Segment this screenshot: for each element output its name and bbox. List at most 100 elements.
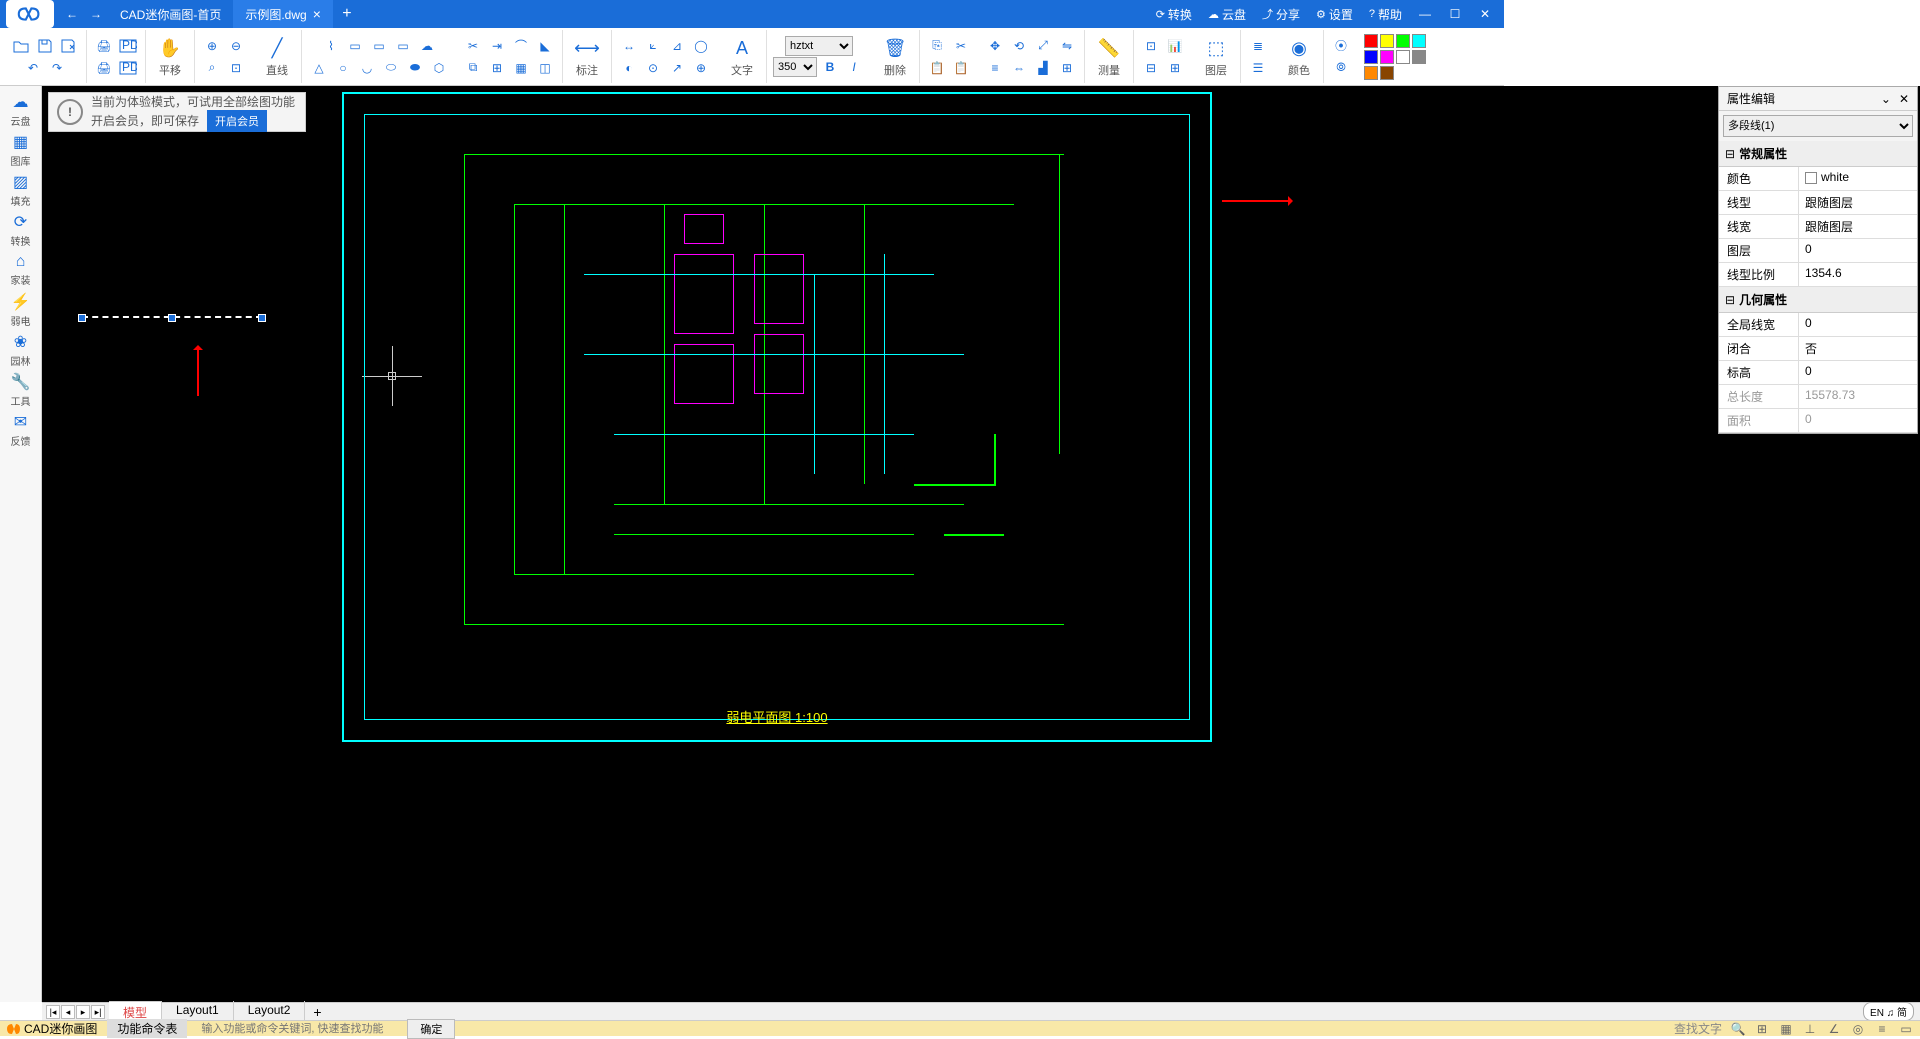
color-swatch[interactable] xyxy=(1396,34,1410,48)
dim1-icon[interactable]: ↔ xyxy=(618,35,640,57)
maximize-button[interactable]: ☐ xyxy=(1442,0,1468,28)
cloud-icon[interactable]: ☁ xyxy=(416,35,438,57)
color-swatch[interactable] xyxy=(1412,50,1426,64)
dim7-icon[interactable]: ↗ xyxy=(666,57,688,79)
sidebar-item-工具[interactable]: 🔧工具 xyxy=(0,370,42,410)
share-link[interactable]: ⤴ 分享 xyxy=(1256,6,1306,23)
picker-icon[interactable]: ⦿ xyxy=(1330,35,1352,57)
ellipse-icon[interactable]: ⬭ xyxy=(380,57,402,79)
italic-icon[interactable]: I xyxy=(843,56,865,78)
mirror2-icon[interactable]: ▟ xyxy=(1032,57,1054,79)
color-swatch[interactable] xyxy=(1412,34,1426,48)
color-swatch[interactable] xyxy=(1364,66,1378,80)
rect2-icon[interactable]: ▭ xyxy=(368,35,390,57)
m3-icon[interactable]: ⊟ xyxy=(1140,57,1162,79)
bold-icon[interactable]: B xyxy=(819,56,841,78)
prop-row[interactable]: 全局线宽0 xyxy=(1719,313,1917,337)
prop-row[interactable]: 颜色white xyxy=(1719,167,1917,191)
tab-last-icon[interactable]: ▸| xyxy=(91,1005,105,1019)
forward-button[interactable]: → xyxy=(84,0,108,28)
color-swatch[interactable] xyxy=(1396,50,1410,64)
print-icon[interactable]: 🖨 xyxy=(93,35,115,57)
tab-close-icon[interactable]: × xyxy=(313,6,321,22)
hexagon-icon[interactable]: ⬡ xyxy=(428,57,450,79)
prop-row[interactable]: 标高0 xyxy=(1719,361,1917,385)
text-tool[interactable]: A文字 xyxy=(724,35,760,78)
mirror-icon[interactable]: ⇋ xyxy=(1056,35,1078,57)
chamfer-icon[interactable]: ◣ xyxy=(534,35,556,57)
sidebar-item-云盘[interactable]: ☁云盘 xyxy=(0,90,42,130)
triangle-icon[interactable]: △ xyxy=(308,57,330,79)
tab-next-icon[interactable]: ▸ xyxy=(76,1005,90,1019)
osnap-icon[interactable]: ◎ xyxy=(1850,1022,1866,1036)
close-button[interactable]: ✕ xyxy=(1472,0,1498,28)
paste-icon[interactable]: 📋 xyxy=(926,57,948,79)
picker2-icon[interactable]: ⦾ xyxy=(1330,57,1352,79)
saveas-icon[interactable] xyxy=(58,35,80,57)
prop-section-general[interactable]: ⊟常规属性 xyxy=(1719,141,1917,167)
layout-add-button[interactable]: + xyxy=(305,1004,329,1020)
model-icon[interactable]: ▭ xyxy=(1898,1022,1914,1036)
grid-icon[interactable]: ▦ xyxy=(1778,1022,1794,1036)
pan-tool[interactable]: ✋平移 xyxy=(152,35,188,78)
ime-badge[interactable]: EN ♫ 简 xyxy=(1863,1002,1914,1021)
color-swatch[interactable] xyxy=(1380,50,1394,64)
boundary-icon[interactable]: ◫ xyxy=(534,57,556,79)
prop-collapse-icon[interactable]: ⌄ xyxy=(1881,92,1891,106)
prop-row[interactable]: 线型比例1354.6 xyxy=(1719,263,1917,287)
tab-add-button[interactable]: + xyxy=(333,5,361,23)
layerlist-icon[interactable]: ≣ xyxy=(1247,35,1269,57)
arc-icon[interactable]: ◡ xyxy=(356,57,378,79)
tab-file-active[interactable]: 示例图.dwg × xyxy=(233,0,333,28)
polar-icon[interactable]: ∠ xyxy=(1826,1022,1842,1036)
grip-start[interactable] xyxy=(78,314,86,322)
sidebar-item-园林[interactable]: ❀园林 xyxy=(0,330,42,370)
color-swatch[interactable] xyxy=(1380,66,1394,80)
sidebar-item-家装[interactable]: ⌂家装 xyxy=(0,250,42,290)
sidebar-item-反馈[interactable]: ✉反馈 xyxy=(0,410,42,450)
color-swatch[interactable] xyxy=(1380,34,1394,48)
grip-end[interactable] xyxy=(258,314,266,322)
measure-tool[interactable]: 📏测量 xyxy=(1091,35,1127,78)
open-icon[interactable] xyxy=(10,35,32,57)
m4-icon[interactable]: ⊞ xyxy=(1164,57,1186,79)
grip-mid[interactable] xyxy=(168,314,176,322)
prop-row[interactable]: 总长度15578.73 xyxy=(1719,385,1917,409)
pdf2-icon[interactable]: PDF xyxy=(117,57,139,79)
extend-icon[interactable]: ⇥ xyxy=(486,35,508,57)
zoomwin-icon[interactable]: ⌕ xyxy=(201,57,223,79)
color-swatch[interactable] xyxy=(1364,34,1378,48)
settings-link[interactable]: ⚙ 设置 xyxy=(1310,6,1359,23)
dim2-icon[interactable]: ⟀ xyxy=(642,35,664,57)
scale-icon[interactable]: ⤢ xyxy=(1032,35,1054,57)
selected-polyline[interactable] xyxy=(82,316,262,318)
status-cmd-label[interactable]: 功能命令表 xyxy=(107,1019,187,1038)
font-select[interactable]: hztxt xyxy=(785,36,853,56)
prop-row[interactable]: 图层0 xyxy=(1719,239,1917,263)
undo-icon[interactable]: ↶ xyxy=(22,57,44,79)
pdf-icon[interactable]: PDF xyxy=(117,35,139,57)
fillet-icon[interactable]: ⌒ xyxy=(510,35,532,57)
drawing-canvas[interactable]: ! 当前为体验模式，可试用全部绘图功能 开启会员，即可保存 开启会员 xyxy=(42,86,1920,1002)
circle-icon[interactable]: ○ xyxy=(332,57,354,79)
print2-icon[interactable]: 🖨 xyxy=(93,57,115,79)
zoomout-icon[interactable]: ⊖ xyxy=(225,35,247,57)
rect3-icon[interactable]: ▭ xyxy=(392,35,414,57)
dim4-icon[interactable]: ◯ xyxy=(690,35,712,57)
zoomfit-icon[interactable]: ⊡ xyxy=(225,57,247,79)
cut-icon[interactable]: ✂ xyxy=(950,35,972,57)
redo-icon[interactable]: ↷ xyxy=(46,57,68,79)
dim8-icon[interactable]: ⊕ xyxy=(690,57,712,79)
layermgr-icon[interactable]: ☰ xyxy=(1247,57,1269,79)
color-swatch[interactable] xyxy=(1364,50,1378,64)
copy-icon[interactable]: ⎘ xyxy=(926,35,948,57)
trim-icon[interactable]: ✂ xyxy=(462,35,484,57)
line-tool[interactable]: ╱直线 xyxy=(259,35,295,78)
prop-section-geometry[interactable]: ⊟几何属性 xyxy=(1719,287,1917,313)
convert-link[interactable]: ⟳ 转换 xyxy=(1150,6,1198,23)
layer-tool[interactable]: ⬚图层 xyxy=(1198,35,1234,78)
move-icon[interactable]: ✥ xyxy=(984,35,1006,57)
help-link[interactable]: ? 帮助 xyxy=(1363,6,1408,23)
cloud-link[interactable]: ☁ 云盘 xyxy=(1202,6,1252,23)
delete-tool[interactable]: 🗑删除 xyxy=(877,35,913,78)
